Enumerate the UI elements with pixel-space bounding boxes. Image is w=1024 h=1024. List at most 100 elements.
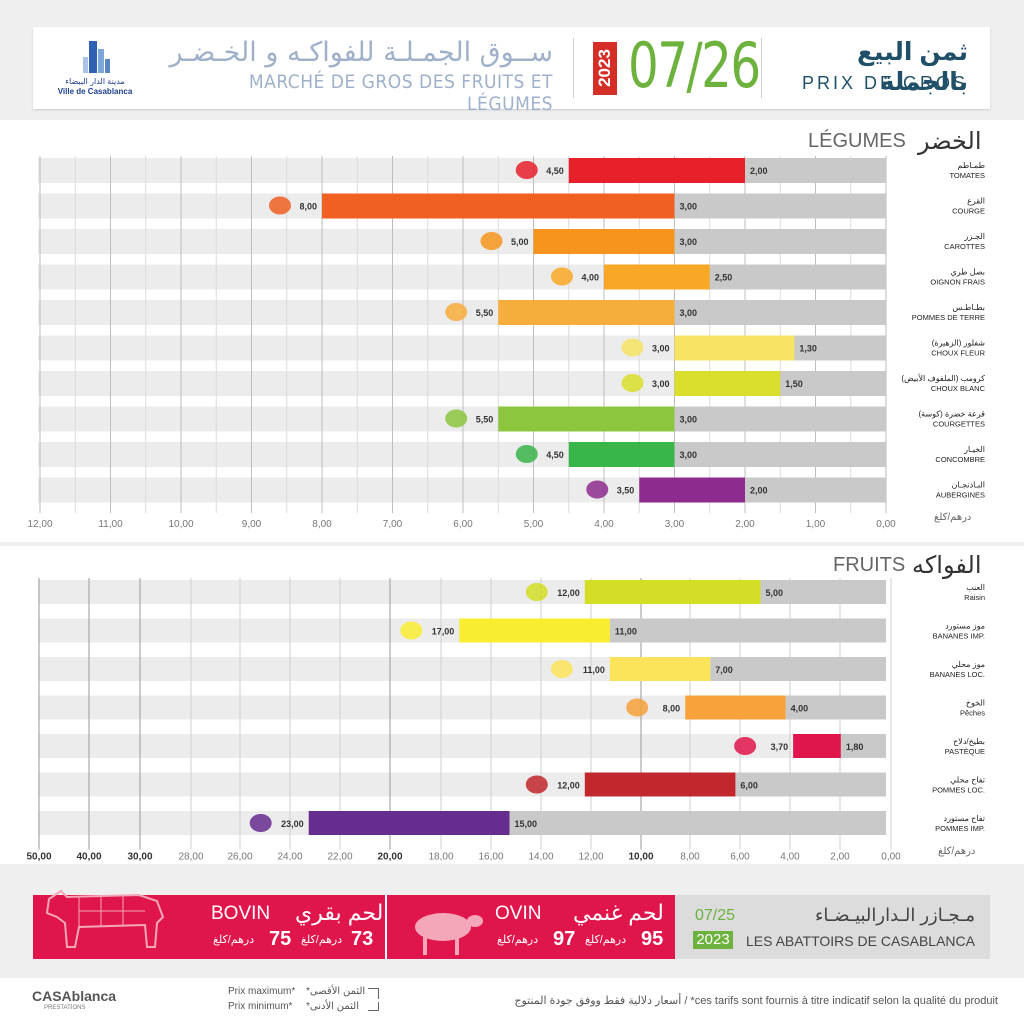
category-label-ar: الجـزر — [964, 232, 985, 241]
product-icon — [621, 374, 644, 392]
min-price-label: 4,00 — [791, 704, 809, 714]
year-badge: 2023 — [593, 42, 617, 95]
legend-max-fr: Prix maximum* — [228, 986, 296, 997]
product-icon — [734, 737, 757, 755]
axis-tick-label: 10,00 — [168, 519, 193, 530]
min-price-label: 5,00 — [766, 588, 784, 598]
ovin-label-ar: لحم غنمي — [573, 900, 664, 925]
bar-range — [459, 618, 610, 643]
ovin-max-unit: درهم/كلغ — [585, 934, 627, 946]
legumes-unit: درهم/كلغ — [934, 512, 972, 523]
axis-tick-label: 4,00 — [594, 519, 614, 530]
meat-banner: BOVIN لحم بقري درهم/كلغ 75 درهم/كلغ 73 O… — [33, 889, 990, 959]
category-label-ar: البـاذنجـان — [952, 481, 985, 490]
bar-range — [498, 406, 675, 432]
bovin-label-fr: BOVIN — [211, 903, 271, 924]
abattoir-box: 07/25 2023 مـجـازر الـدارالبيـضـاء LES A… — [675, 895, 990, 959]
casablanca-logo: CASAblanca — [32, 988, 117, 1004]
min-price-label: 11,00 — [615, 627, 637, 637]
min-price-label: 1,80 — [846, 742, 864, 752]
max-price-label: 5,50 — [476, 415, 494, 425]
category-label-fr: CONCOMBRE — [935, 455, 985, 464]
category-label-ar: كرومب (الملفوف الأبيض) — [901, 373, 985, 383]
axis-tick-label: 20,00 — [377, 852, 402, 863]
bar-base — [674, 300, 886, 325]
category-label-fr: CHOUX FLEUR — [931, 349, 985, 358]
divider — [385, 895, 387, 959]
bar-base — [674, 442, 886, 467]
product-icon — [525, 775, 548, 794]
ovin-max-price: 95 — [641, 928, 664, 950]
legend-min-fr: Prix minimum* — [228, 1001, 293, 1012]
bar-range — [674, 371, 781, 396]
axis-tick-label: 0,00 — [876, 519, 896, 530]
bovin-min-unit: درهم/كلغ — [213, 934, 255, 946]
bar-range — [584, 772, 736, 797]
category-label-fr: Pêches — [960, 709, 985, 718]
bar-base — [674, 406, 886, 432]
max-price-label: 4,50 — [546, 166, 564, 176]
min-price-label: 3,00 — [680, 450, 698, 460]
bar-range — [568, 442, 675, 467]
divider — [761, 38, 762, 98]
product-icon — [249, 814, 272, 832]
category-label-fr: COURGE — [952, 207, 985, 216]
axis-tick-label: 5,00 — [524, 519, 544, 530]
axis-tick-label: 1,00 — [806, 519, 826, 530]
product-icon — [550, 660, 573, 678]
product-icon — [480, 232, 503, 250]
bar-range — [568, 158, 745, 183]
prix-title-ar: ثمن البيع بالجملة — [856, 38, 968, 96]
bar-base — [609, 618, 886, 643]
market-title-fr: MARCHÉ DE GROS DES FRUITS ET LÉGUMES — [248, 71, 553, 115]
axis-tick-label: 2,00 — [735, 519, 755, 530]
axis-tick-label: 8,00 — [680, 852, 700, 863]
casablanca-city-logo: مدينة الدار البيضاء Ville de Casablanca — [55, 39, 135, 97]
axis-tick-label: 10,00 — [628, 852, 653, 863]
product-icon — [626, 698, 649, 717]
min-price-label: 2,00 — [750, 486, 768, 496]
axis-tick-label: 12,00 — [578, 852, 603, 863]
ovin-label-fr: OVIN — [495, 903, 542, 924]
bovin-max-price: 73 — [351, 928, 374, 950]
category-label-ar: العنب — [966, 583, 985, 592]
category-label-fr: COURGETTES — [933, 420, 985, 429]
product-icon — [515, 161, 538, 179]
min-price-label: 15,00 — [515, 819, 538, 829]
bar-range — [604, 264, 710, 290]
min-price-label: 1,50 — [785, 379, 803, 389]
min-price-label: 3,00 — [680, 202, 698, 212]
axis-tick-label: 3,00 — [665, 519, 685, 530]
max-price-label: 11,00 — [583, 665, 605, 675]
max-price-label: 5,50 — [476, 308, 494, 318]
category-label-ar: الخيـار — [963, 445, 985, 454]
bar-range — [498, 300, 675, 325]
max-price-label: 3,70 — [771, 742, 789, 752]
abattoir-title-ar: مـجـازر الـدارالبيـضـاء — [814, 905, 975, 925]
prix-title-fr: PRIX DE GROS — [801, 73, 968, 93]
legumes-title-ar: الخضر — [918, 128, 982, 155]
bar-range — [609, 657, 711, 681]
divider — [573, 38, 574, 98]
category-label-ar: بطـاطـس — [953, 303, 985, 312]
axis-tick-label: 30,00 — [127, 852, 152, 863]
bar-base — [840, 734, 886, 758]
date-display: 07/26 — [628, 29, 761, 102]
bar-base — [760, 580, 886, 604]
max-price-label: 5,00 — [511, 237, 529, 247]
axis-tick-label: 2,00 — [830, 852, 850, 863]
max-price-label: 3,50 — [617, 486, 635, 496]
bar-range — [584, 580, 761, 604]
axis-tick-label: 9,00 — [242, 519, 262, 530]
axis-tick-label: 8,00 — [312, 519, 332, 530]
sheep-icon — [415, 913, 483, 955]
bar-base — [674, 229, 886, 254]
category-label-fr: BANANES LOC. — [930, 670, 985, 679]
ovin-min-unit: درهم/كلغ — [497, 934, 539, 946]
min-price-label: 6,00 — [740, 781, 758, 791]
product-icon — [445, 303, 468, 321]
max-price-label: 23,00 — [281, 819, 304, 829]
axis-tick-label: 26,00 — [227, 852, 252, 863]
